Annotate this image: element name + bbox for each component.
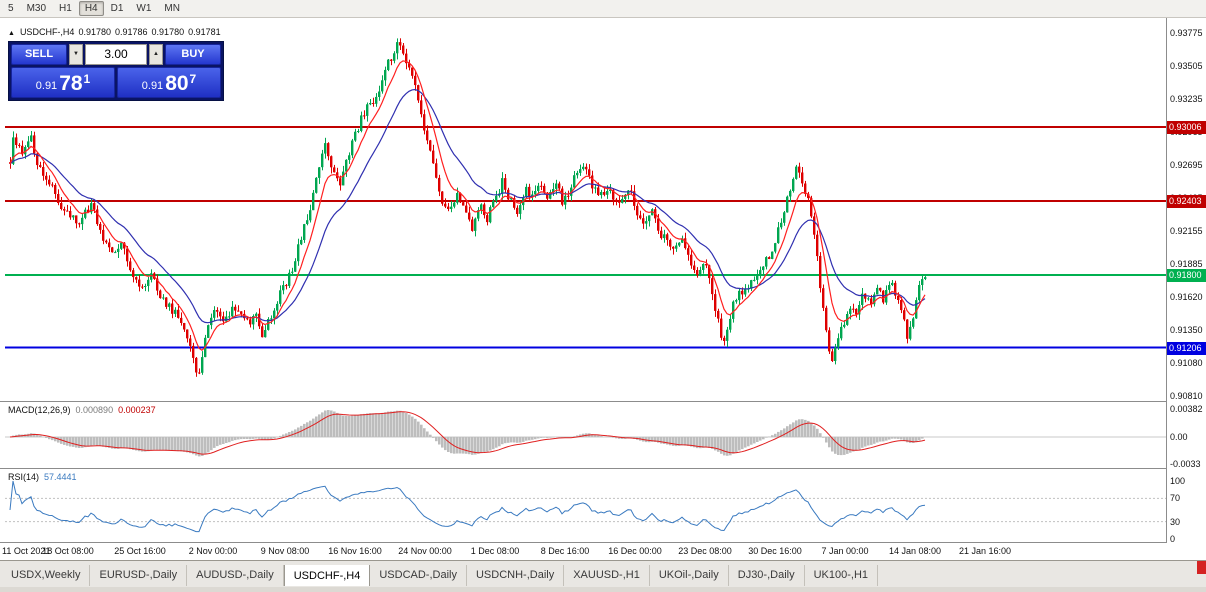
sell-price-prefix: 0.91 bbox=[35, 80, 58, 92]
time-label: 7 Jan 00:00 bbox=[821, 546, 869, 556]
time-label: 14 Jan 08:00 bbox=[888, 546, 942, 556]
time-label: 24 Nov 00:00 bbox=[398, 546, 452, 556]
macd-main-value: 0.000890 bbox=[75, 405, 114, 415]
chart-tab-ukoil-daily[interactable]: UKOil-,Daily bbox=[650, 565, 729, 586]
timeframe-button-d1[interactable]: D1 bbox=[110, 3, 124, 14]
sell-price-display[interactable]: 0.91 78 1 bbox=[11, 67, 115, 98]
bar-low: 0.91780 bbox=[151, 27, 185, 37]
time-label: 30 Dec 16:00 bbox=[748, 546, 802, 556]
window-bottom-strip bbox=[0, 587, 1206, 592]
price-tick-label: 0.93235 bbox=[1170, 94, 1203, 105]
sell-price-sup: 1 bbox=[83, 72, 91, 86]
time-label: 1 Dec 08:00 bbox=[470, 546, 520, 556]
timeframe-button-w1[interactable]: W1 bbox=[136, 3, 152, 14]
time-axis[interactable]: 11 Oct 2021 18 Oct 08:00 25 Oct 16:00 2 Nov… bbox=[0, 543, 1166, 560]
rsi-scale-label: 30 bbox=[1170, 516, 1181, 527]
price-axis-border bbox=[1166, 18, 1167, 543]
time-label: 11 Oct 2021 bbox=[2, 546, 51, 556]
price-axis[interactable]: 0.937750.935050.932350.929650.926950.924… bbox=[1167, 18, 1206, 544]
bar-high: 0.91786 bbox=[115, 27, 148, 37]
time-label: 18 Oct 08:00 bbox=[42, 546, 94, 556]
rsi-scale-label: 100 bbox=[1170, 476, 1186, 486]
tab-scroll-right-indicator[interactable] bbox=[1197, 561, 1206, 574]
chart-tab-xauusd-h1[interactable]: XAUUSD-,H1 bbox=[564, 565, 650, 586]
price-tick-label: 0.93505 bbox=[1170, 61, 1203, 72]
time-label: 8 Dec 16:00 bbox=[540, 546, 590, 556]
volume-increase-button[interactable]: ▲ bbox=[149, 44, 163, 65]
one-click-trading-panel: SELL ▼ 3.00 ▲ BUY 0.91 78 1 0.91 80 7 bbox=[8, 41, 224, 101]
time-label: 21 Jan 16:00 bbox=[958, 546, 1012, 556]
macd-scale-label: -0.0033 bbox=[1170, 459, 1201, 469]
time-label: 16 Dec 00:00 bbox=[608, 546, 662, 556]
main-chart-canvas[interactable] bbox=[5, 25, 1166, 400]
chart-tab-usdx-weekly[interactable]: USDX,Weekly bbox=[2, 565, 91, 586]
price-tick-label: 0.91080 bbox=[1170, 357, 1203, 368]
chart-tab-usdcnh-daily[interactable]: USDCNH-,Daily bbox=[467, 565, 565, 586]
volume-field[interactable]: 3.00 bbox=[85, 44, 147, 65]
bar-open: 0.91780 bbox=[78, 27, 111, 37]
chart-symbol-period: USDCHF-,H4 bbox=[19, 27, 75, 37]
buy-price-sup: 7 bbox=[189, 72, 197, 86]
buy-price-prefix: 0.91 bbox=[141, 80, 164, 92]
rsi-panel-separator[interactable] bbox=[0, 468, 1206, 469]
rsi-scale-label: 70 bbox=[1170, 493, 1181, 504]
timeframe-button-m30[interactable]: M30 bbox=[26, 3, 47, 14]
macd-scale-label: 0.00382 bbox=[1170, 404, 1203, 414]
chart-tab-uk100-h1[interactable]: UK100-,H1 bbox=[805, 565, 879, 586]
bar-close: 0.91781 bbox=[188, 27, 221, 37]
macd-title: MACD(12,26,9) bbox=[8, 405, 71, 415]
time-label: 16 Nov 16:00 bbox=[328, 546, 382, 556]
chart-ohlc-title: ▲ USDCHF-,H4 0.91780 0.91786 0.91780 0.91781 bbox=[8, 27, 225, 37]
chart-tab-dj30-daily[interactable]: DJ30-,Daily bbox=[729, 565, 805, 586]
price-line-label: 0.91206 bbox=[1167, 341, 1206, 355]
time-label: 2 Nov 00:00 bbox=[188, 546, 238, 556]
price-line-label: 0.91800 bbox=[1167, 268, 1206, 282]
rsi-scale-label: 0 bbox=[1170, 534, 1176, 544]
price-tick-label: 0.91620 bbox=[1170, 291, 1203, 302]
timeframe-button-5[interactable]: 5 bbox=[8, 3, 14, 14]
time-label: 25 Oct 16:00 bbox=[114, 546, 166, 556]
chart-tab-usdchf-h4[interactable]: USDCHF-,H4 bbox=[283, 565, 371, 586]
volume-decrease-button[interactable]: ▼ bbox=[69, 44, 83, 65]
rsi-value: 57.4441 bbox=[44, 472, 77, 482]
sell-button[interactable]: SELL bbox=[11, 44, 67, 65]
price-tick-label: 0.93775 bbox=[1170, 28, 1203, 38]
rsi-label: RSI(14) 57.4441 bbox=[8, 472, 82, 482]
macd-panel-separator[interactable] bbox=[0, 401, 1206, 402]
chart-tab-usdcad-daily[interactable]: USDCAD-,Daily bbox=[370, 565, 467, 586]
time-label: 9 Nov 08:00 bbox=[260, 546, 310, 556]
buy-price-display[interactable]: 0.91 80 7 bbox=[117, 67, 221, 98]
macd-scale-label: 0.00 bbox=[1170, 432, 1188, 442]
timeframe-button-h1[interactable]: H1 bbox=[59, 3, 72, 14]
chart-tab-bar: USDX,Weekly EURUSD-,Daily AUDUSD-,Daily USD… bbox=[0, 560, 1206, 592]
chart-tab-audusd-daily[interactable]: AUDUSD-,Daily bbox=[187, 565, 284, 586]
price-tick-label: 0.91350 bbox=[1170, 324, 1203, 335]
price-tick-label: 0.92155 bbox=[1170, 226, 1203, 237]
price-line-label: 0.93006 bbox=[1167, 121, 1206, 135]
time-axis-separator bbox=[0, 542, 1206, 543]
time-label: 23 Dec 08:00 bbox=[678, 546, 732, 556]
buy-price-big: 80 bbox=[165, 72, 189, 95]
chart-tab-eurusd-daily[interactable]: EURUSD-,Daily bbox=[90, 565, 188, 586]
price-line-label: 0.92403 bbox=[1167, 194, 1206, 208]
timeframe-toolbar: 5 M30 H1 H4 D1 W1 MN bbox=[0, 0, 1206, 18]
macd-label: MACD(12,26,9) 0.000890 0.000237 bbox=[8, 405, 161, 415]
rsi-indicator-canvas[interactable] bbox=[5, 469, 1166, 541]
rsi-title: RSI(14) bbox=[8, 472, 40, 482]
buy-button[interactable]: BUY bbox=[165, 44, 221, 65]
one-click-collapse-icon[interactable]: ▲ bbox=[8, 30, 15, 37]
macd-indicator-canvas[interactable] bbox=[5, 402, 1166, 467]
chart-tabs: USDX,Weekly EURUSD-,Daily AUDUSD-,Daily USD… bbox=[2, 565, 1206, 586]
timeframe-button-h4[interactable]: H4 bbox=[78, 1, 104, 16]
macd-signal-value: 0.000237 bbox=[118, 405, 156, 415]
timeframe-button-mn[interactable]: MN bbox=[164, 3, 180, 14]
price-tick-label: 0.90810 bbox=[1170, 391, 1203, 401]
sell-price-big: 78 bbox=[59, 72, 83, 95]
price-tick-label: 0.92695 bbox=[1170, 160, 1203, 171]
price-tick-label: 0.91885 bbox=[1170, 259, 1203, 270]
